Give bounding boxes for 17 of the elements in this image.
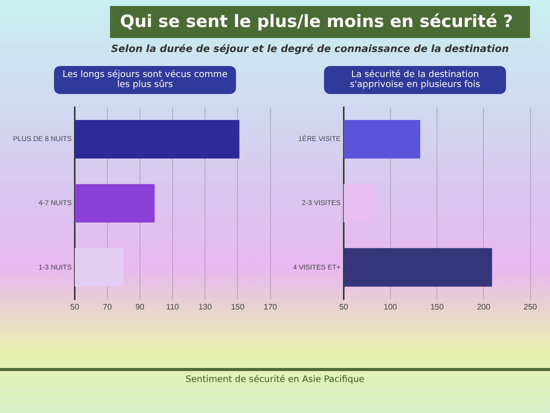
x-tick-label: 170 xyxy=(264,302,278,312)
x-tick-label: 100 xyxy=(384,302,398,312)
x-tick-label: 150 xyxy=(430,302,444,312)
x-tick-label: 150 xyxy=(231,302,245,312)
x-tick-label: 130 xyxy=(198,302,212,312)
x-tick-label: 90 xyxy=(135,302,145,312)
x-tick-label: 200 xyxy=(476,302,491,312)
x-tick-label: 250 xyxy=(524,302,538,312)
x-tick-label: 50 xyxy=(339,302,349,312)
text: La sécurité de la destination s'apprivoise en plusieurs fois xyxy=(324,66,506,94)
x-tick-label: 110 xyxy=(166,302,180,312)
text: Qui se sent le plus/le moins en sécurité ? xyxy=(110,6,530,38)
text: Sentiment de sécurité en Asie Pacifique xyxy=(184,375,366,385)
x-tick-label: 70 xyxy=(102,302,112,312)
text: Selon la durée de séjour et le degré de connaissance de la destination xyxy=(110,44,510,55)
x-tick-label: 50 xyxy=(70,302,80,312)
text: Les longs séjours sont vécus comme les plus sûrs xyxy=(54,66,236,94)
